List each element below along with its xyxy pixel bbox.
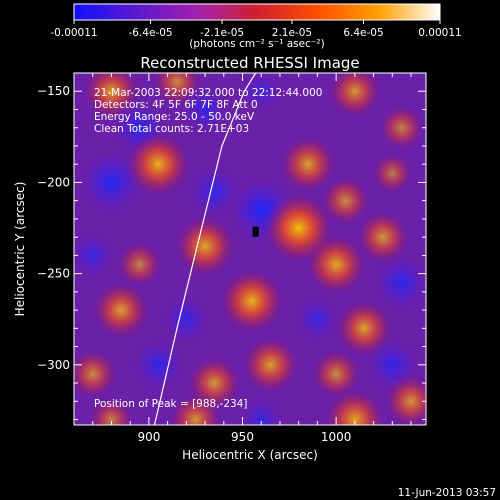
emission-blob (372, 153, 412, 193)
emission-blob (357, 212, 408, 263)
emission-blob (127, 133, 189, 195)
emission-blob (322, 177, 369, 224)
colorbar-bar (73, 3, 441, 21)
negative-blob (79, 150, 144, 215)
colorbar-tick-label: -2.1e-05 (200, 27, 244, 39)
emission-blob (90, 398, 133, 425)
chart-title: Reconstructed RHESSI Image (140, 54, 359, 72)
info-peak-position: Position of Peak = [988,-234] (94, 398, 248, 410)
x-tick-label: 950 (231, 430, 254, 444)
emission-blob (221, 270, 283, 332)
info-detectors: Detectors: 4F 5F 6F 7F 8F Att 0 (94, 99, 258, 111)
peak-marker (252, 226, 259, 237)
solar-limb-curve (153, 73, 257, 425)
emission-blob (386, 376, 426, 425)
colorbar-unit-label: (photons cm⁻² s⁻¹ asec⁻²) (189, 38, 324, 50)
info-time-range: 21-Mar-2003 22:09:32.000 to 22:12:44.000 (94, 87, 322, 99)
emission-blob (243, 338, 298, 392)
colorbar-tick-label: -6.4e-05 (128, 27, 172, 39)
y-axis-label: Heliocentric Y (arcsec) (13, 182, 27, 317)
emission-blob (329, 73, 380, 117)
footer-date: 11-Jun-2013 03:57 (398, 487, 496, 499)
emission-blob (281, 137, 335, 191)
emission-blob (94, 283, 148, 337)
plot-frame (73, 72, 427, 426)
info-clean-counts: Clean Total counts: 2.71E+03 (94, 123, 249, 135)
negative-blob (180, 84, 231, 135)
y-tick-label: −150 (37, 84, 70, 98)
emission-blob (326, 390, 384, 425)
colorbar-tick-label: -0.00011 (50, 27, 97, 39)
colorbar-tick-label: 2.1e-05 (272, 27, 312, 39)
heatmap-blobs (74, 73, 426, 425)
emission-blob (380, 106, 424, 150)
negative-blob (161, 294, 212, 345)
emission-blob (74, 350, 116, 398)
emission-blob (307, 235, 365, 294)
negative-blob (74, 232, 116, 279)
colorbar-tick-label: 0.00011 (418, 27, 461, 39)
info-energy-range: Energy Range: 25.0 - 50.0 keV (94, 111, 255, 123)
y-tick-label: −250 (37, 267, 70, 281)
emission-blob (337, 301, 392, 356)
emission-blob (176, 217, 234, 275)
axis-ticks: 900 950 1000 −150 −200 −250 −300 (37, 72, 426, 444)
emission-blob (170, 394, 221, 425)
negative-blob (238, 396, 285, 425)
y-tick-label: −300 (37, 358, 70, 372)
negative-blob (294, 296, 341, 343)
colorbar-tick-label: 6.4e-05 (343, 27, 383, 39)
negative-blob (373, 254, 426, 312)
negative-blob (131, 338, 186, 392)
colorbar-ticks: -0.00011 -6.4e-05 -2.1e-05 2.1e-05 6.4e-05 0.… (50, 20, 462, 39)
x-axis-label: Heliocentric X (arcsec) (182, 448, 318, 462)
y-tick-label: −200 (37, 175, 70, 189)
emission-blob (118, 243, 161, 286)
emission-blob (265, 194, 332, 262)
x-tick-label: 1000 (321, 430, 352, 444)
emission-blob (312, 350, 360, 398)
negative-blob (239, 73, 283, 113)
x-tick-label: 900 (137, 430, 160, 444)
